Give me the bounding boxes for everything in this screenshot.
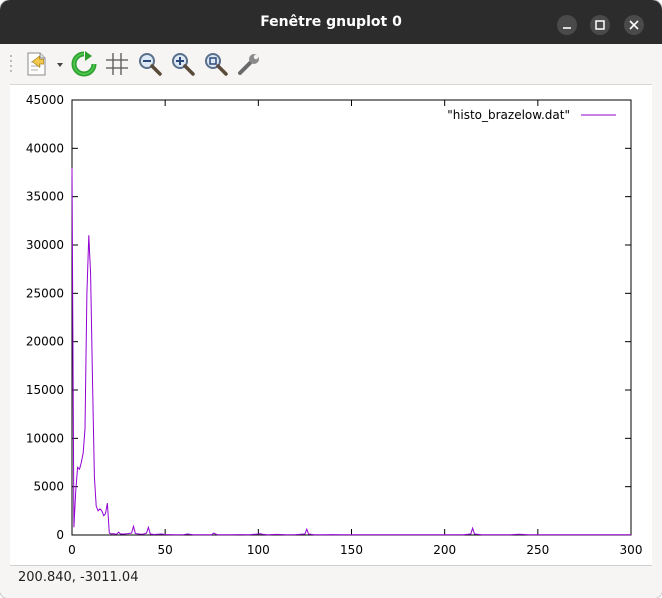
status-bar: 200.840, -3011.04 [10, 565, 652, 592]
close-button[interactable] [624, 15, 644, 35]
minimize-button[interactable] [557, 15, 577, 35]
plot-border [71, 99, 632, 536]
y-tick-label: 15000 [26, 383, 64, 397]
minimize-icon [563, 27, 571, 29]
y-tick-label: 0 [56, 528, 64, 542]
export-menu-button[interactable] [24, 51, 68, 77]
y-tick-label: 25000 [26, 286, 64, 300]
grid-icon [106, 53, 128, 75]
window-frame-left [0, 84, 10, 591]
x-tick-label: 200 [433, 543, 456, 557]
zoom-previous-button[interactable] [137, 51, 163, 77]
y-tick-label: 30000 [26, 238, 64, 252]
zoom-out-icon [139, 53, 162, 76]
plot-area[interactable]: 0 5000 10000 15000 20000 25000 30000 35000 40000… [10, 85, 652, 565]
series-line [71, 167, 631, 536]
autoscale-button[interactable] [203, 51, 229, 77]
grid-button[interactable] [104, 51, 130, 77]
x-tick-label: 0 [68, 543, 76, 557]
x-tick-label: 300 [620, 543, 643, 557]
x-tick-label: 250 [526, 543, 549, 557]
wrench-icon [238, 54, 259, 75]
close-icon [629, 20, 639, 30]
refresh-icon [71, 51, 97, 77]
preferences-button[interactable] [236, 51, 262, 77]
zoom-fit-icon [205, 53, 228, 76]
window-title: Fenêtre gnuplot 0 [260, 14, 402, 30]
y-tick-label: 35000 [26, 190, 64, 204]
plot-canvas[interactable]: 0 5000 10000 15000 20000 25000 30000 35000 40000… [10, 85, 652, 565]
y-tick-label: 20000 [26, 335, 64, 349]
y-tick-label: 40000 [26, 141, 64, 155]
maximize-icon [595, 20, 605, 30]
replot-button[interactable] [71, 51, 97, 77]
y-tick-label: 5000 [33, 480, 64, 494]
mouse-coordinates-readout: 200.840, -3011.04 [18, 570, 139, 585]
y-tick-label: 45000 [26, 93, 64, 107]
zoom-in-icon [172, 53, 195, 76]
toolbar [0, 44, 662, 85]
maximize-button[interactable] [590, 15, 610, 35]
window-frame-bottom [0, 591, 662, 598]
y-tick-label: 10000 [26, 431, 64, 445]
title-bar[interactable]: Fenêtre gnuplot 0 [0, 0, 662, 44]
x-tick-label: 150 [340, 543, 363, 557]
x-tick-label: 100 [247, 543, 270, 557]
x-tick-label: 50 [158, 543, 173, 557]
window-frame-right [652, 84, 662, 591]
toolbar-grip-icon[interactable] [9, 54, 13, 76]
document-export-icon [27, 52, 63, 76]
legend-entry-label: "histo_brazelow.dat" [447, 108, 570, 122]
zoom-next-button[interactable] [170, 51, 196, 77]
